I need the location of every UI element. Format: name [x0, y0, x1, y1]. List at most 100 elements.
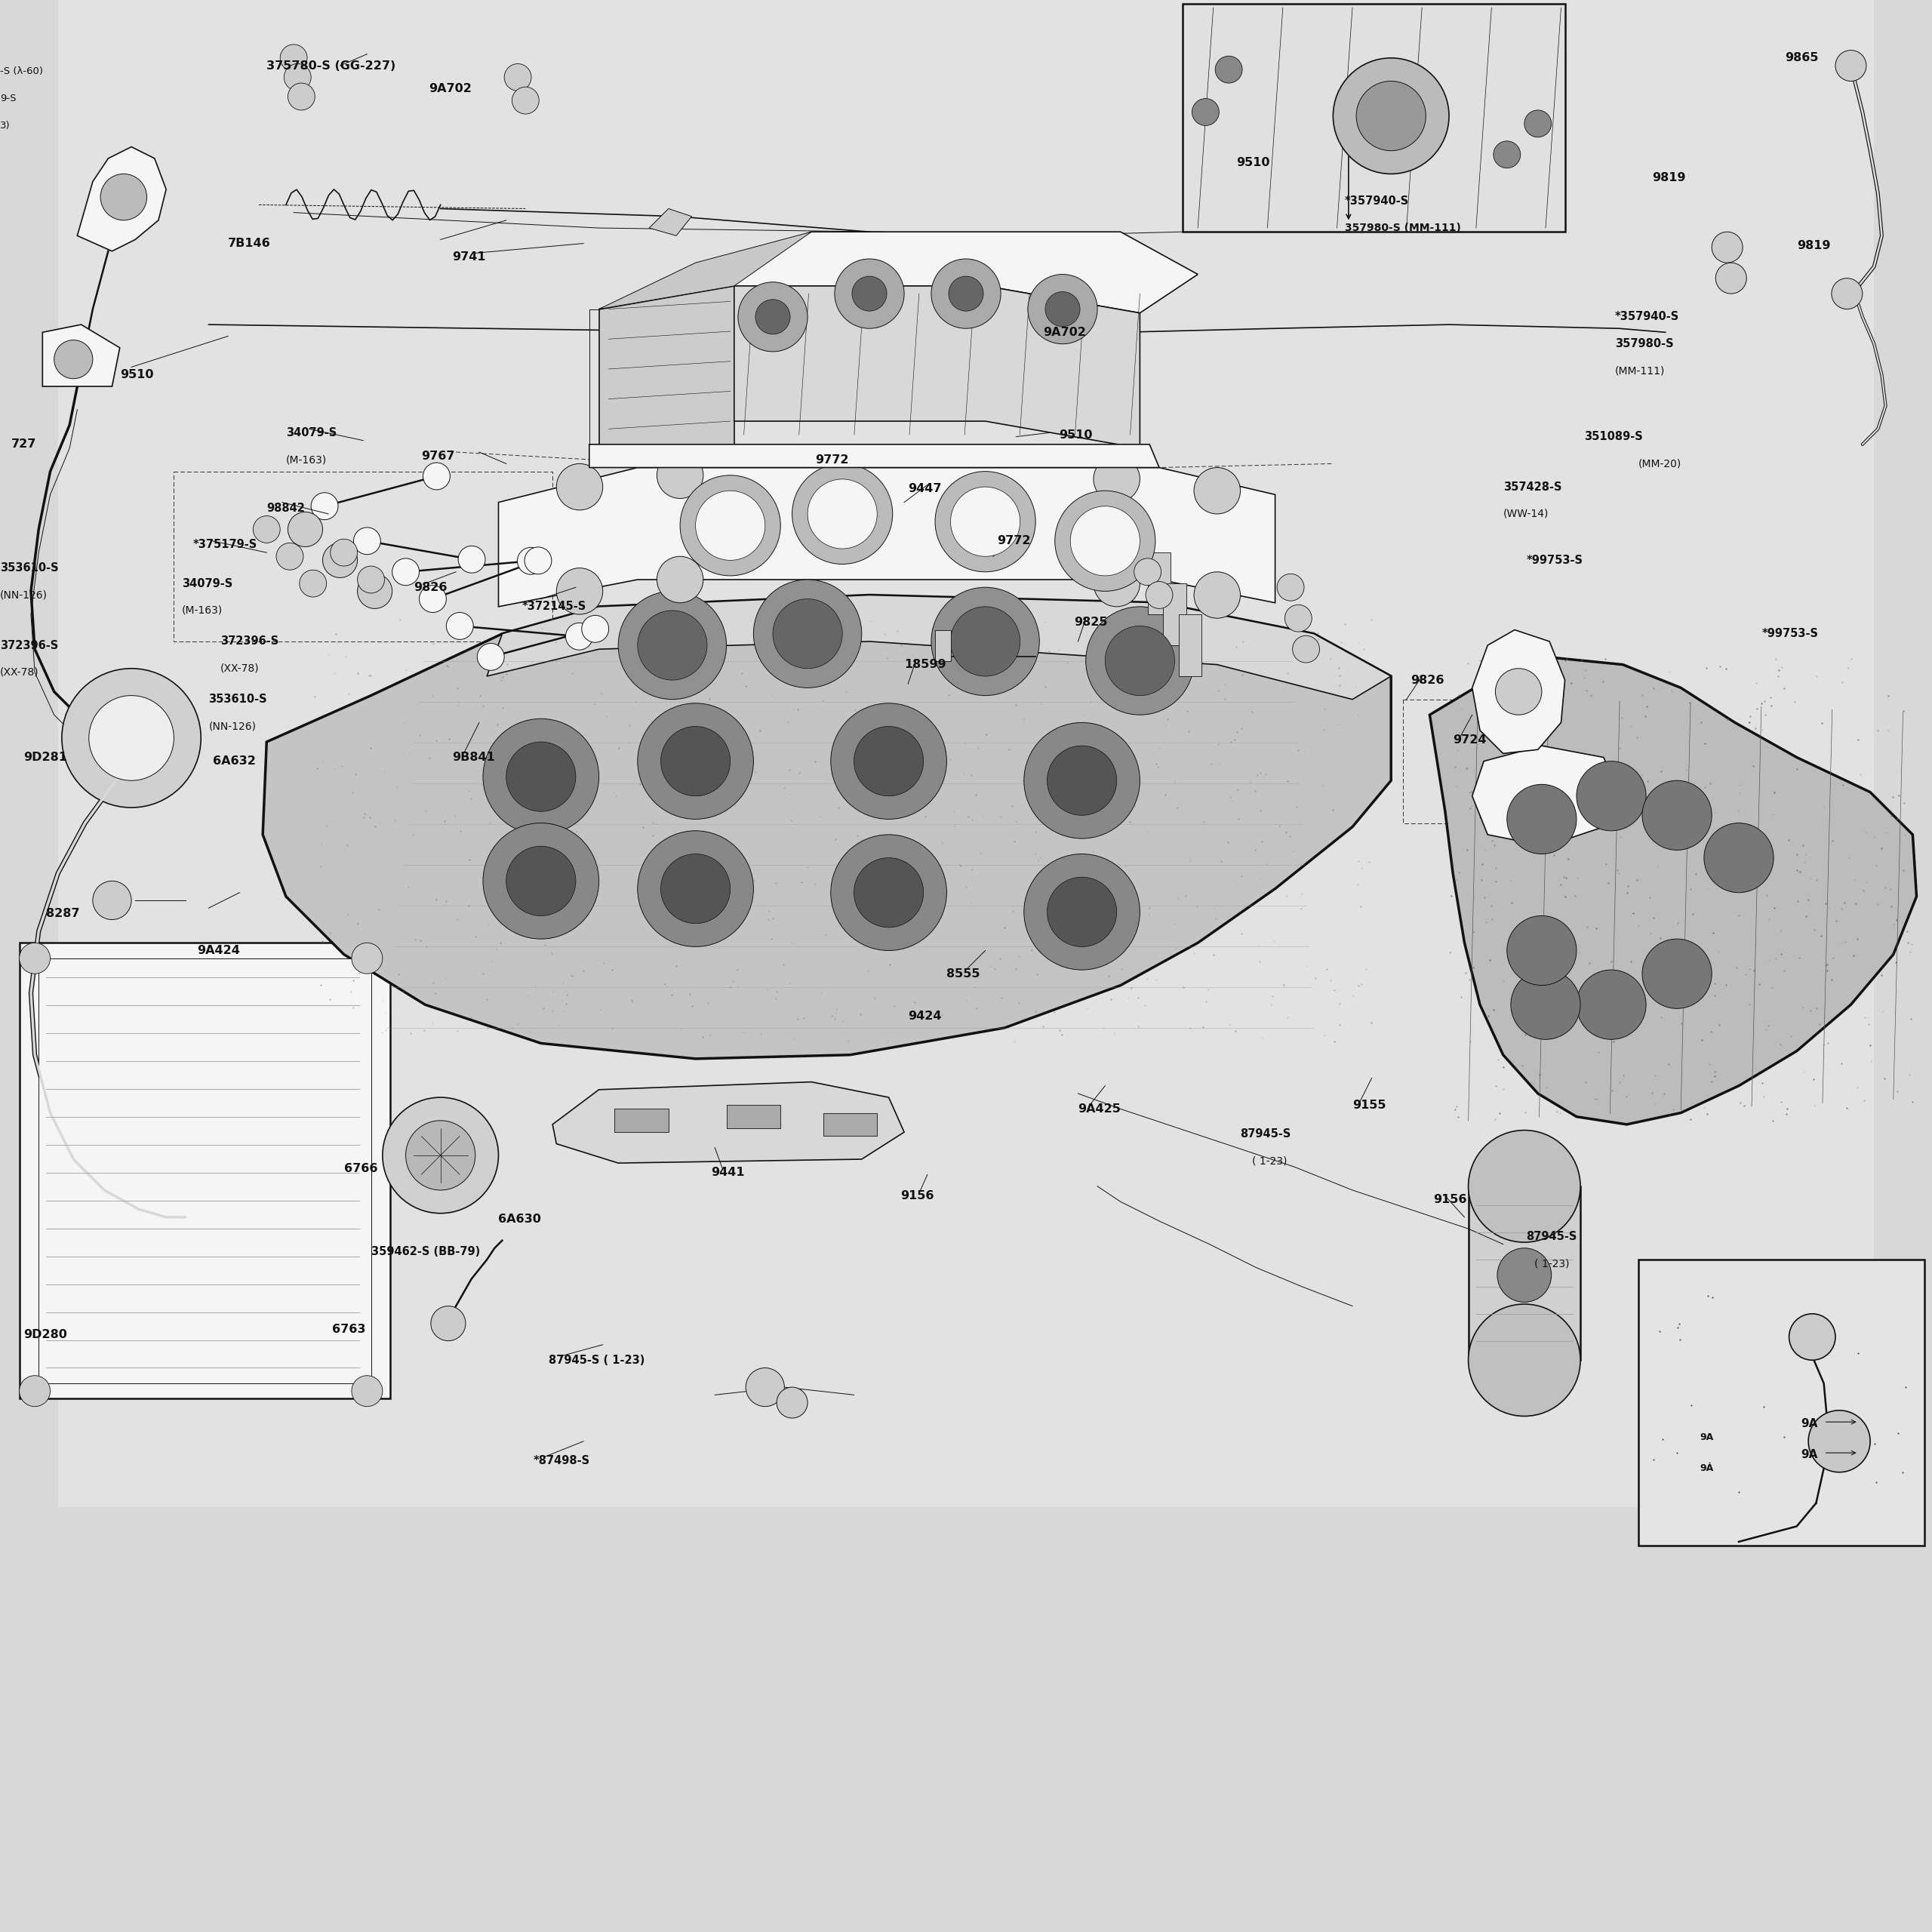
Polygon shape [599, 232, 1198, 313]
Text: 9A702: 9A702 [429, 83, 471, 95]
Polygon shape [649, 209, 692, 236]
Circle shape [352, 1376, 383, 1406]
Circle shape [951, 607, 1020, 676]
Text: 9826: 9826 [413, 582, 446, 593]
Circle shape [1468, 1304, 1580, 1416]
Polygon shape [599, 232, 811, 309]
Circle shape [504, 64, 531, 91]
Polygon shape [589, 444, 1159, 468]
Polygon shape [734, 286, 1140, 448]
Circle shape [1642, 939, 1712, 1009]
Circle shape [835, 259, 904, 328]
Circle shape [556, 464, 603, 510]
Circle shape [284, 64, 311, 91]
Text: 6766: 6766 [344, 1163, 377, 1175]
Text: ( 1-23): ( 1-23) [1534, 1258, 1569, 1269]
Circle shape [299, 570, 327, 597]
Polygon shape [1472, 746, 1619, 846]
Circle shape [1789, 1314, 1835, 1360]
Circle shape [1333, 58, 1449, 174]
Text: *357940-S: *357940-S [1345, 195, 1408, 207]
Text: 9825: 9825 [1074, 616, 1107, 628]
Text: 357980-S (MM-111): 357980-S (MM-111) [1345, 222, 1461, 234]
Circle shape [755, 299, 790, 334]
Text: (XX-78): (XX-78) [220, 663, 259, 674]
Bar [935, 630, 951, 661]
Text: 34079-S: 34079-S [286, 427, 336, 439]
Text: (WW-14): (WW-14) [1503, 508, 1549, 520]
Circle shape [323, 543, 357, 578]
Circle shape [638, 611, 707, 680]
Circle shape [661, 854, 730, 923]
Circle shape [512, 87, 539, 114]
Circle shape [1194, 468, 1240, 514]
Circle shape [431, 1306, 466, 1341]
Circle shape [854, 726, 923, 796]
Circle shape [951, 487, 1020, 556]
Circle shape [357, 574, 392, 609]
Text: 9741: 9741 [452, 251, 485, 263]
Circle shape [1497, 1248, 1551, 1302]
Circle shape [62, 668, 201, 808]
Circle shape [1024, 723, 1140, 838]
Polygon shape [498, 468, 1275, 607]
Circle shape [1716, 263, 1747, 294]
Circle shape [1215, 56, 1242, 83]
Text: 9-S: 9-S [0, 93, 15, 104]
Circle shape [330, 539, 357, 566]
Text: 9724: 9724 [1453, 734, 1486, 746]
Circle shape [1277, 574, 1304, 601]
Text: 7B146: 7B146 [228, 238, 270, 249]
Circle shape [354, 527, 381, 554]
Circle shape [1577, 761, 1646, 831]
Text: 8287: 8287 [46, 908, 79, 920]
Circle shape [276, 543, 303, 570]
Circle shape [1192, 99, 1219, 126]
Circle shape [657, 452, 703, 498]
Circle shape [1024, 854, 1140, 970]
Circle shape [253, 516, 280, 543]
Circle shape [1704, 823, 1774, 893]
Circle shape [446, 612, 473, 639]
Circle shape [1285, 605, 1312, 632]
Circle shape [1146, 582, 1173, 609]
Circle shape [618, 591, 726, 699]
Circle shape [406, 1121, 475, 1190]
Text: ( 1-23): ( 1-23) [1252, 1155, 1287, 1167]
Text: 9819: 9819 [1797, 240, 1830, 251]
Circle shape [1577, 970, 1646, 1039]
Text: 9D280: 9D280 [23, 1329, 68, 1341]
Circle shape [1134, 558, 1161, 585]
Circle shape [854, 858, 923, 927]
Circle shape [506, 742, 576, 811]
Text: 9772: 9772 [997, 535, 1030, 547]
Text: 9A: 9A [1700, 1432, 1714, 1443]
Circle shape [657, 556, 703, 603]
Bar [19, 943, 390, 1399]
Circle shape [423, 462, 450, 489]
Circle shape [566, 622, 593, 649]
Bar [823, 1113, 877, 1136]
Polygon shape [77, 147, 166, 251]
Text: 6A630: 6A630 [498, 1213, 541, 1225]
Text: 9510: 9510 [1236, 156, 1269, 168]
Circle shape [19, 943, 50, 974]
Text: 359462-S (BB-79): 359462-S (BB-79) [371, 1246, 479, 1258]
Circle shape [483, 823, 599, 939]
Circle shape [931, 259, 1001, 328]
Text: 9A: 9A [1801, 1449, 1818, 1461]
Bar [1468, 1186, 1580, 1360]
Text: *99753-S: *99753-S [1762, 628, 1818, 639]
Circle shape [1511, 970, 1580, 1039]
Text: 18599: 18599 [904, 659, 947, 670]
Circle shape [680, 475, 781, 576]
Circle shape [1495, 668, 1542, 715]
Text: (M-163): (M-163) [182, 605, 222, 616]
Circle shape [831, 835, 947, 951]
Text: *372145-S: *372145-S [522, 601, 585, 612]
Bar [614, 1109, 668, 1132]
Circle shape [852, 276, 887, 311]
Text: 9826: 9826 [1410, 674, 1443, 686]
Text: 9B841: 9B841 [452, 752, 495, 763]
Text: 372396-S: 372396-S [220, 636, 278, 647]
